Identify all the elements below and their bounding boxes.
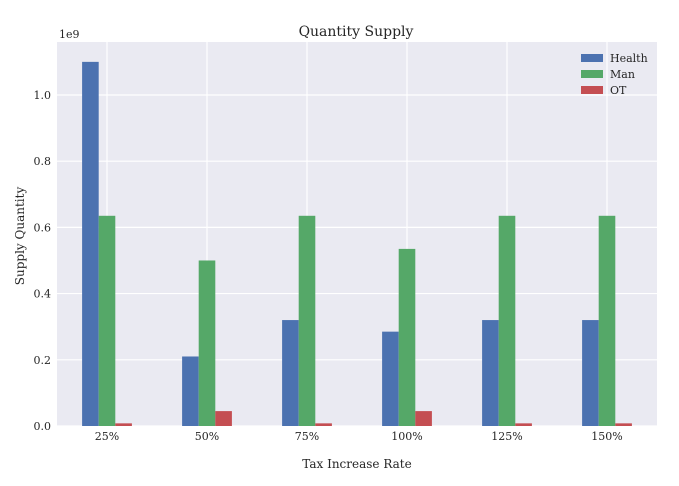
bar-man-2	[198, 260, 216, 426]
x-tick-label: 100%	[391, 430, 422, 443]
bar-man-3	[298, 215, 316, 426]
x-tick-label: 25%	[95, 430, 119, 443]
legend-swatch-ot	[581, 86, 603, 94]
chart-title: Quantity Supply	[299, 24, 414, 40]
y-multiplier-label: 1e9	[59, 28, 80, 41]
bar-health-1	[82, 61, 99, 427]
legend-label-man: Man	[610, 68, 635, 81]
bar-ot-5	[515, 423, 532, 426]
bar-ot-4	[415, 411, 432, 426]
bar-health-6	[582, 320, 599, 426]
bar-health-5	[482, 320, 499, 426]
x-axis-label: Tax Increase Rate	[302, 457, 411, 471]
x-tick-label: 125%	[491, 430, 522, 443]
bars	[82, 61, 632, 427]
bar-health-4	[382, 331, 399, 426]
legend: Health Man OT	[581, 52, 648, 97]
y-axis-label: Supply Quantity	[13, 187, 27, 286]
y-tick-label: 0.6	[34, 221, 52, 234]
legend-label-health: Health	[610, 52, 648, 65]
legend-swatch-health	[581, 54, 603, 62]
bar-health-2	[182, 356, 199, 426]
bar-ot-1	[115, 423, 132, 426]
bar-ot-2	[215, 411, 232, 426]
y-tick-label: 0.2	[34, 354, 52, 367]
y-tick-label: 0.8	[34, 155, 52, 168]
x-tick-label: 75%	[295, 430, 319, 443]
x-tick-labels: 25% 50% 75% 100% 125% 150%	[95, 430, 623, 443]
bar-man-5	[498, 215, 516, 426]
x-tick-label: 50%	[195, 430, 219, 443]
y-tick-label: 1.0	[34, 89, 52, 102]
y-tick-label: 0.4	[34, 288, 52, 301]
bar-ot-3	[315, 423, 332, 426]
y-tick-label: 0.0	[34, 420, 52, 433]
bar-man-1	[98, 215, 116, 426]
bar-man-4	[398, 248, 416, 426]
x-tick-label: 150%	[591, 430, 622, 443]
legend-swatch-man	[581, 70, 603, 78]
plot-background	[57, 42, 657, 426]
bar-ot-6	[615, 423, 632, 426]
y-tick-labels: 0.0 0.2 0.4 0.6 0.8 1.0	[34, 89, 52, 433]
bar-man-6	[598, 215, 616, 426]
bar-health-3	[282, 320, 299, 426]
legend-label-ot: OT	[610, 84, 627, 97]
